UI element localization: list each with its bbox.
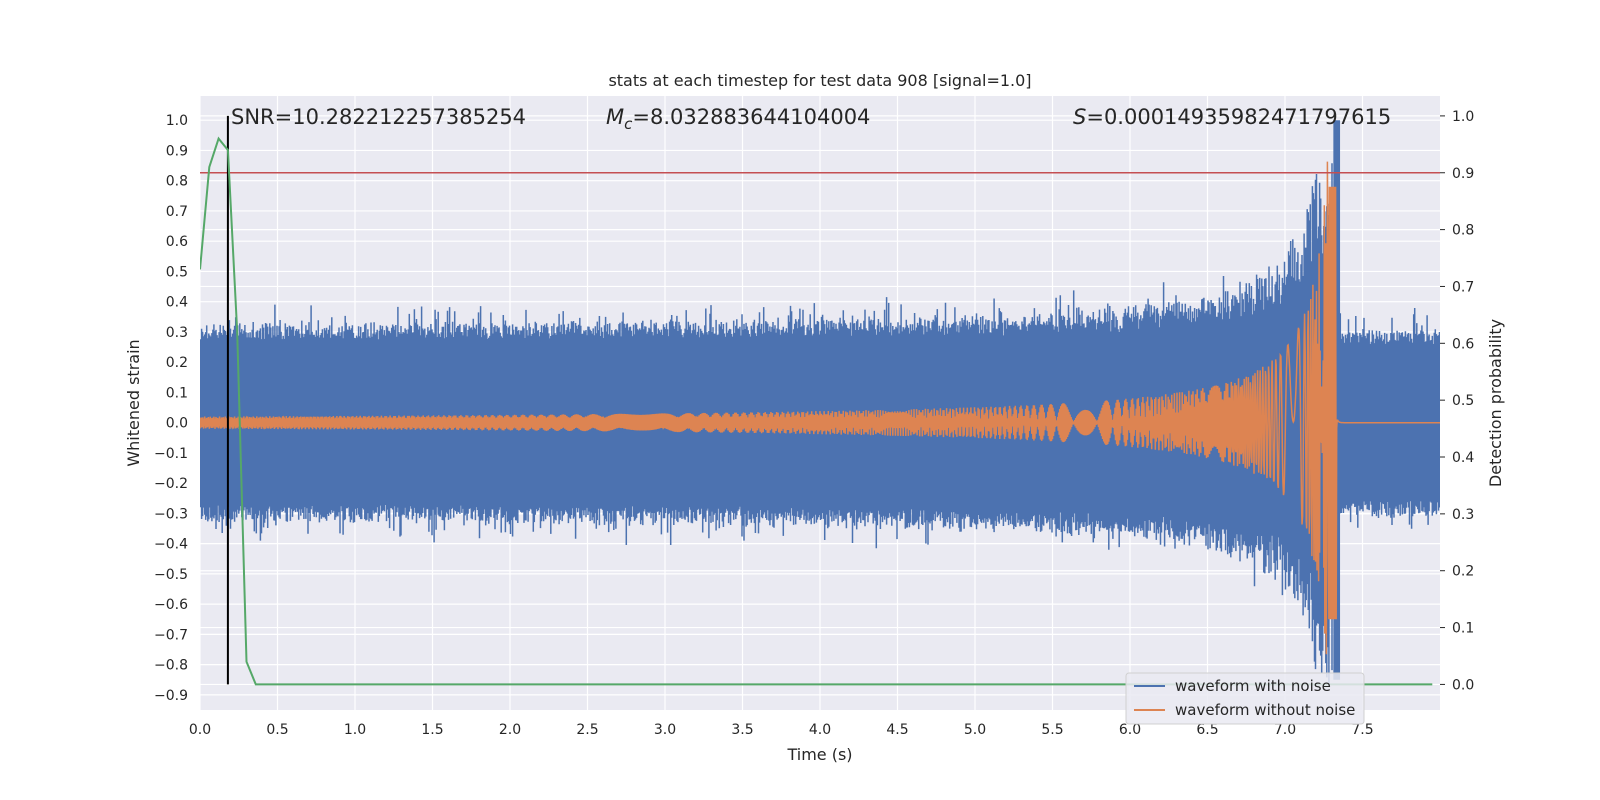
right-y-tick-label: 0.0	[1452, 677, 1474, 693]
right-y-tick-label: 1.0	[1452, 109, 1474, 125]
x-tick-label: 4.5	[886, 722, 908, 738]
left-y-tick-label: −0.7	[154, 627, 188, 643]
x-tick-label: 0.5	[266, 722, 288, 738]
left-y-tick-label: 0.1	[166, 385, 188, 401]
x-tick-label: 3.5	[731, 722, 753, 738]
left-y-tick-label: 0.2	[166, 355, 188, 371]
x-tick-label: 2.0	[499, 722, 521, 738]
right-y-tick-label: 0.8	[1452, 223, 1474, 239]
x-axis-label: Time (s)	[786, 745, 852, 764]
right-y-tick-label: 0.1	[1452, 621, 1474, 637]
right-y-tick-label: 0.2	[1452, 564, 1474, 580]
chart-title: stats at each timestep for test data 908…	[608, 71, 1031, 90]
s-symbol: S	[1073, 105, 1086, 129]
x-tick-label: 2.5	[576, 722, 598, 738]
left-y-tick-label: −0.2	[154, 476, 188, 492]
legend-box	[1125, 672, 1365, 725]
right-y-tick-label: 0.3	[1452, 507, 1474, 523]
right-y-axis-label: Detection probability	[1486, 319, 1505, 487]
x-tick-label: 5.5	[1041, 722, 1063, 738]
left-y-axis-label: Whitened strain	[124, 339, 143, 466]
legend-label-clean: waveform without noise	[1175, 701, 1355, 719]
legend-label-noise: waveform with noise	[1175, 677, 1331, 695]
x-tick-label: 7.5	[1351, 722, 1373, 738]
x-axis-ticks: 0.0 0.5 1.0 1.5 2.0 2.5 3.0 3.5 4.0 4.5 5.0 5.5 6.0 6…	[189, 722, 1374, 738]
chirp-mass-subscript: c	[624, 115, 633, 133]
right-y-axis-ticks: 0.0 0.1 0.2 0.3 0.4 0.5 0.6 0.7 0.8 0.9 1.0	[1440, 109, 1474, 693]
x-tick-label: 6.5	[1196, 722, 1218, 738]
s-annotation: S=0.00014935982471797615	[1073, 105, 1391, 129]
left-y-tick-label: 0.8	[166, 174, 188, 190]
left-y-tick-label: 0.5	[166, 264, 188, 280]
right-y-tick-label: 0.9	[1452, 166, 1474, 182]
right-y-tick-label: 0.6	[1452, 336, 1474, 352]
right-y-tick-label: 0.7	[1452, 279, 1474, 295]
snr-annotation: SNR=10.282212257385254	[231, 105, 526, 129]
x-tick-label: 3.0	[654, 722, 676, 738]
chirp-mass-annotation: Mc=8.032883644104004	[606, 105, 870, 133]
left-y-tick-label: −0.4	[154, 537, 188, 553]
x-tick-label: 4.0	[809, 722, 831, 738]
s-value: =0.00014935982471797615	[1086, 105, 1391, 129]
right-y-tick-label: 0.5	[1452, 393, 1474, 409]
left-y-axis-ticks: −0.9 −0.8 −0.7 −0.6 −0.5 −0.4 −0.3 −0.2 −0.1 0.0 0…	[154, 113, 188, 704]
left-y-tick-label: −0.3	[154, 506, 188, 522]
right-y-tick-label: 0.4	[1452, 450, 1474, 466]
left-y-tick-label: 0.0	[166, 416, 188, 432]
left-y-tick-label: 0.3	[166, 325, 188, 341]
legend: waveform with noise waveform without noi…	[1125, 672, 1365, 725]
x-tick-label: 5.0	[964, 722, 986, 738]
chirp-mass-value: =8.032883644104004	[632, 105, 870, 129]
left-y-tick-label: 1.0	[166, 113, 188, 129]
left-y-tick-label: −0.6	[154, 597, 188, 613]
x-tick-label: 7.0	[1274, 722, 1296, 738]
left-y-tick-label: −0.9	[154, 688, 188, 704]
series-waveform-without-noise	[200, 161, 1440, 655]
left-y-tick-label: 0.6	[166, 234, 188, 250]
series-detection-probability	[200, 136, 1433, 686]
left-y-tick-label: 0.7	[166, 204, 188, 220]
x-tick-label: 0.0	[189, 722, 211, 738]
left-y-tick-label: 0.9	[166, 143, 188, 159]
x-tick-label: 6.0	[1119, 722, 1141, 738]
left-y-tick-label: −0.5	[154, 567, 188, 583]
chirp-mass-symbol: M	[606, 105, 624, 129]
left-y-tick-label: −0.1	[154, 446, 188, 462]
left-y-tick-label: 0.4	[166, 295, 188, 311]
left-y-tick-label: −0.8	[154, 658, 188, 674]
x-tick-label: 1.0	[344, 722, 366, 738]
x-tick-label: 1.5	[421, 722, 443, 738]
